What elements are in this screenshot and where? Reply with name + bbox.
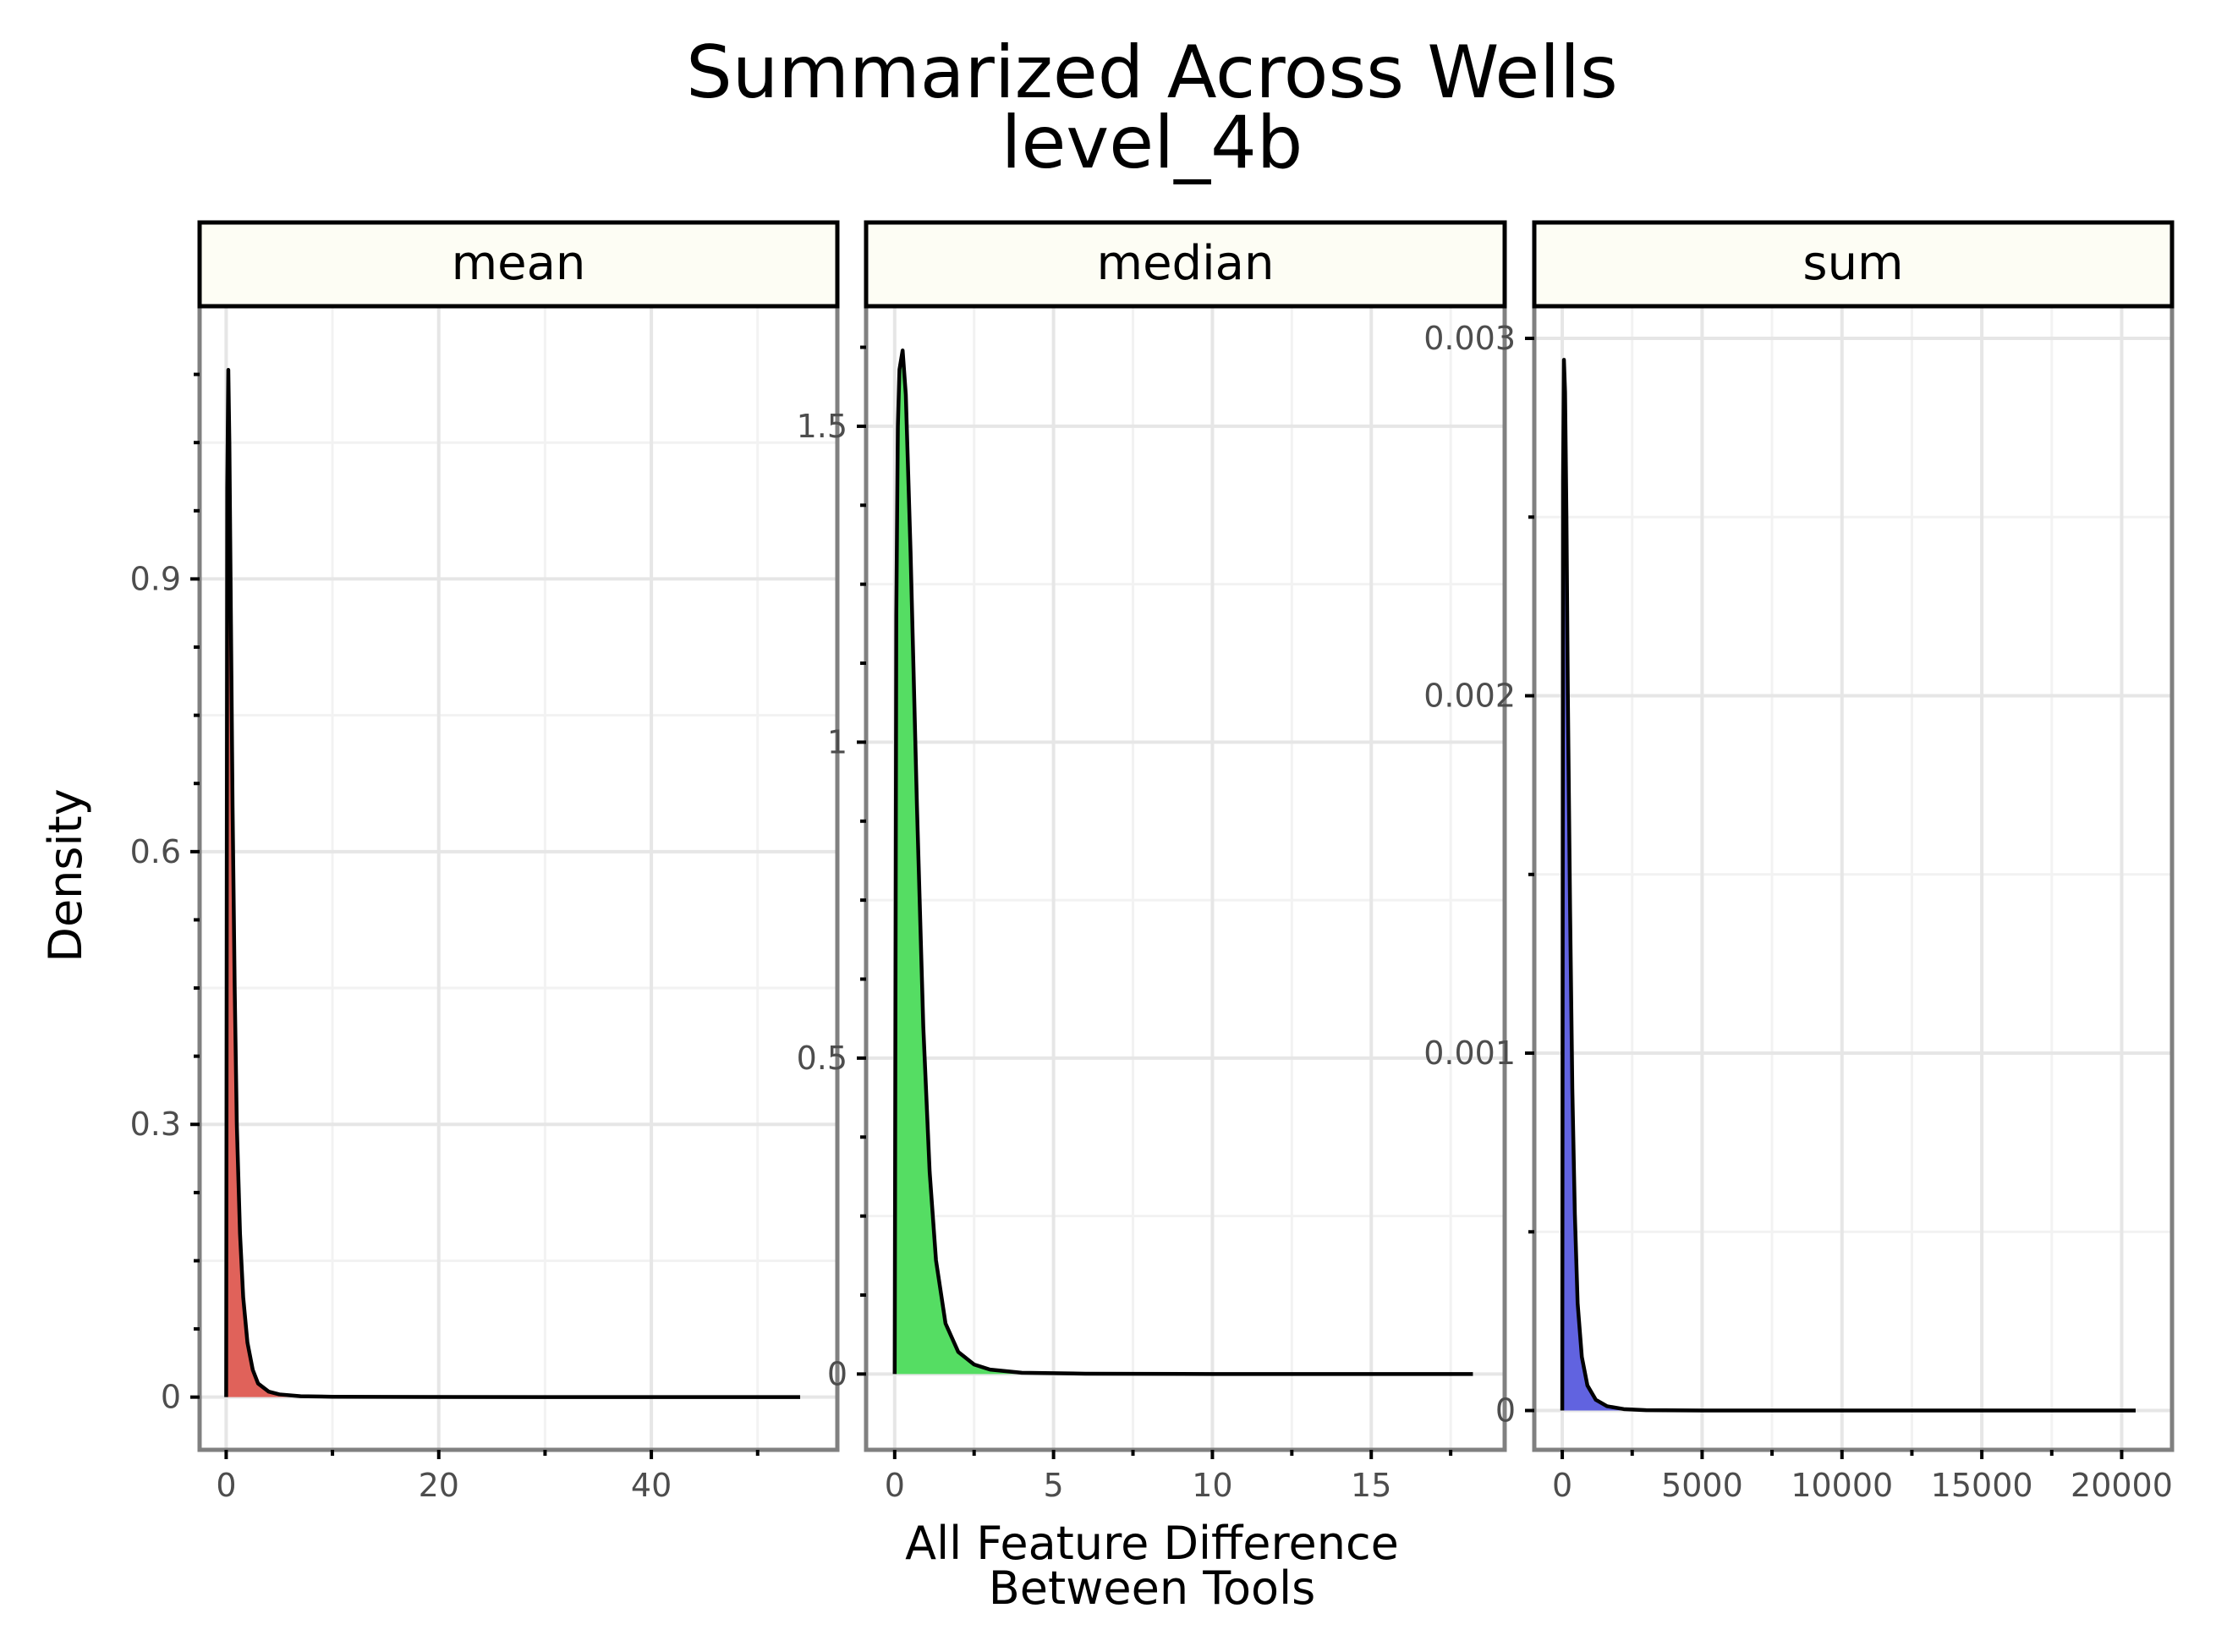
y-tick-label: 0.003 [1423,320,1516,357]
strip-background [197,220,840,309]
x-tick-label: 15 [1351,1467,1391,1504]
x-tick-label: 5000 [1661,1467,1743,1504]
strip-label-mean: mean [452,236,586,291]
x-tick-label: 0 [885,1467,905,1504]
x-tick-label: 0 [216,1467,236,1504]
y-tick-label: 0.6 [130,833,181,870]
strip-background [1532,220,2175,309]
density-curve-mean [224,367,801,1399]
y-tick-label: 1 [827,723,847,760]
x-tick-label: 40 [631,1467,672,1504]
y-tick-label: 0.002 [1423,678,1516,715]
facet-panel-sum: sum 0 5000 10000 15000 20000 0 0.001 0.002 0.003 [1423,220,2175,1504]
y-tick-label: 0 [1495,1392,1516,1430]
x-tick-label: 10 [1192,1467,1232,1504]
x-tick-label: 20000 [2071,1467,2173,1504]
density-curve-sum [1560,358,2136,1413]
chart-title-line2: level_4b [1001,101,1303,185]
strip-background [864,220,1507,309]
y-tick-label: 0.5 [797,1040,847,1077]
strip-label-sum: sum [1802,236,1903,291]
facet-panel-mean: mean 0 20 40 0 0.3 0.6 0.9 [130,220,840,1504]
x-tick-label: 20 [419,1467,459,1504]
facet-panel-median: median 0 5 10 15 0 0.5 1 1.5 [797,220,1507,1504]
y-tick-label: 1.5 [797,408,847,445]
y-tick-label: 0 [827,1355,847,1392]
x-axis-label-line2: Between Tools [989,1561,1315,1615]
y-axis-label: Density [39,788,92,962]
x-tick-label: 0 [1552,1467,1572,1504]
density-curve-median [892,349,1473,1376]
facet-panels: mean 0 20 40 0 0.3 0.6 0.9 median 0 5 10 15 0 0.5 1 1.5 s… [130,220,2175,1504]
x-tick-label: 10000 [1791,1467,1893,1504]
y-tick-label: 0.001 [1423,1035,1516,1072]
x-tick-label: 5 [1044,1467,1064,1504]
y-tick-label: 0.9 [130,560,181,597]
y-tick-label: 0.3 [130,1106,181,1143]
x-axis-label-line1: All Feature Difference [905,1517,1399,1570]
strip-label-median: median [1097,236,1275,291]
y-tick-label: 0 [161,1379,181,1416]
chart-title-line1: Summarized Across Wells [686,30,1618,115]
x-tick-label: 15000 [1931,1467,2033,1504]
